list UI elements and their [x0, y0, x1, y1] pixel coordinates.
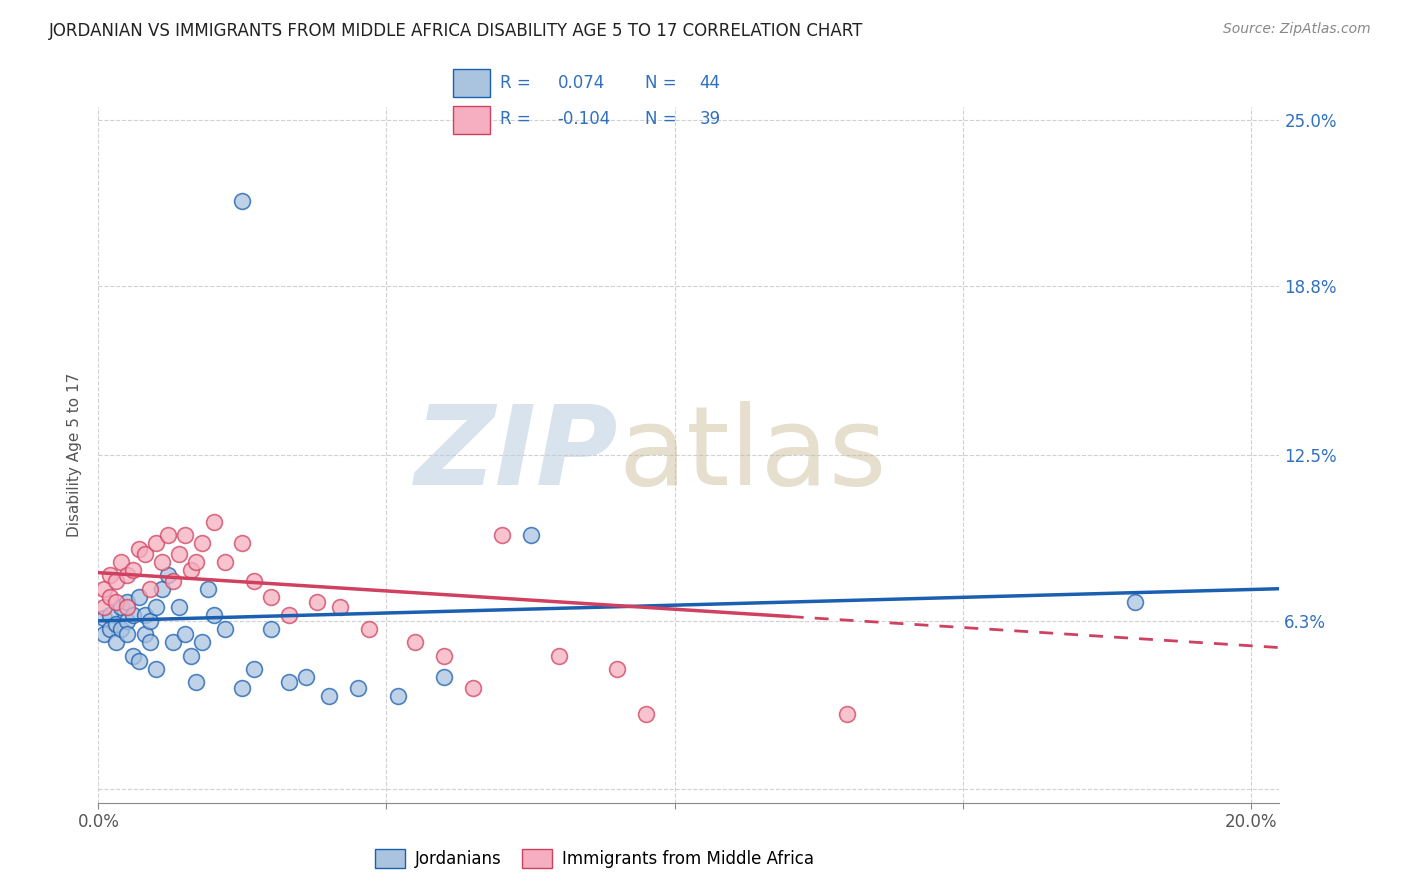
Point [197, 582, 219, 596]
Point [128, 654, 150, 668]
Point [191, 536, 214, 550]
Y-axis label: Disability Age 5 to 17: Disability Age 5 to 17 [67, 373, 83, 537]
Point [98, 568, 121, 582]
Point [122, 563, 145, 577]
Point [150, 555, 173, 569]
Point [180, 563, 202, 577]
Point [1125, 595, 1147, 609]
Point [359, 622, 381, 636]
Point [277, 675, 299, 690]
Point [115, 627, 138, 641]
Point [115, 595, 138, 609]
Point [145, 600, 167, 615]
Point [167, 600, 190, 615]
Point [162, 574, 184, 588]
Text: R =: R = [501, 74, 536, 92]
Point [277, 608, 299, 623]
Point [110, 600, 132, 615]
Point [98, 622, 121, 636]
Point [93, 600, 115, 615]
Text: 39: 39 [699, 111, 720, 128]
Point [122, 648, 145, 663]
Point [243, 574, 266, 588]
Point [122, 608, 145, 623]
Point [491, 528, 513, 542]
Text: R =: R = [501, 111, 536, 128]
Point [180, 648, 202, 663]
Point [104, 574, 127, 588]
Text: -0.104: -0.104 [558, 111, 610, 128]
Point [295, 670, 318, 684]
Point [162, 635, 184, 649]
Point [115, 568, 138, 582]
Point [93, 611, 115, 625]
Point [260, 622, 283, 636]
Point [519, 528, 541, 542]
Point [202, 515, 225, 529]
Text: N =: N = [645, 74, 682, 92]
Point [98, 608, 121, 623]
Point [150, 582, 173, 596]
Point [387, 689, 409, 703]
Point [139, 582, 162, 596]
Point [156, 568, 179, 582]
Point [191, 635, 214, 649]
Point [93, 582, 115, 596]
Point [134, 608, 156, 623]
Point [433, 670, 456, 684]
Point [173, 627, 195, 641]
Point [128, 590, 150, 604]
Point [104, 616, 127, 631]
Point [307, 595, 329, 609]
Point [110, 555, 132, 569]
Point [318, 689, 340, 703]
Point [115, 600, 138, 615]
Point [231, 681, 253, 695]
Legend: Jordanians, Immigrants from Middle Africa: Jordanians, Immigrants from Middle Afric… [368, 842, 821, 874]
Point [139, 614, 162, 628]
Point [606, 662, 628, 676]
Point [837, 707, 859, 722]
Point [548, 648, 571, 663]
Point [173, 528, 195, 542]
FancyBboxPatch shape [453, 106, 491, 134]
Point [214, 622, 236, 636]
Point [104, 595, 127, 609]
Text: ZIP: ZIP [415, 401, 619, 508]
Point [404, 635, 426, 649]
Point [231, 536, 253, 550]
Point [145, 662, 167, 676]
Point [186, 555, 208, 569]
Point [110, 622, 132, 636]
Point [214, 555, 236, 569]
Point [156, 528, 179, 542]
Text: JORDANIAN VS IMMIGRANTS FROM MIDDLE AFRICA DISABILITY AGE 5 TO 17 CORRELATION CH: JORDANIAN VS IMMIGRANTS FROM MIDDLE AFRI… [49, 22, 863, 40]
Point [461, 681, 484, 695]
FancyBboxPatch shape [453, 70, 491, 96]
Point [115, 614, 138, 628]
Point [186, 675, 208, 690]
Point [329, 600, 352, 615]
Point [202, 608, 225, 623]
Point [128, 541, 150, 556]
Point [134, 547, 156, 561]
Point [243, 662, 266, 676]
Text: atlas: atlas [619, 401, 887, 508]
Point [98, 590, 121, 604]
Point [634, 707, 657, 722]
Point [231, 194, 253, 208]
Point [134, 627, 156, 641]
Point [139, 635, 162, 649]
Point [346, 681, 368, 695]
Point [93, 627, 115, 641]
Point [104, 635, 127, 649]
Text: N =: N = [645, 111, 682, 128]
Point [433, 648, 456, 663]
Point [145, 536, 167, 550]
Text: 44: 44 [699, 74, 720, 92]
Point [167, 547, 190, 561]
Text: Source: ZipAtlas.com: Source: ZipAtlas.com [1223, 22, 1371, 37]
Text: 0.074: 0.074 [558, 74, 605, 92]
Point [260, 590, 283, 604]
